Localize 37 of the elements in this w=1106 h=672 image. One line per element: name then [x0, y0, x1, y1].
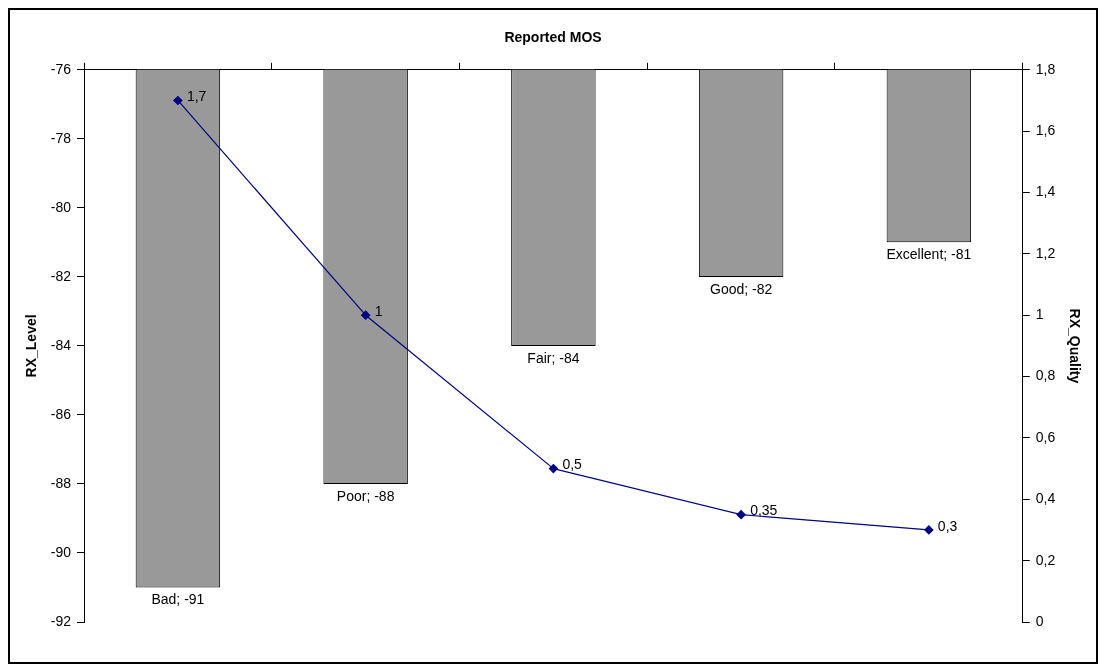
- y2-tick-label: 1,8: [1035, 60, 1056, 77]
- y2-axis-title: RX_Quality: [1066, 308, 1083, 384]
- y2-tick-label: 1: [1035, 306, 1044, 323]
- point: [173, 95, 183, 106]
- point: [361, 310, 371, 320]
- data-label: Excellent; -81: [886, 246, 972, 263]
- data-label: 0,3: [937, 517, 958, 534]
- chart-title: Reported MOS: [504, 29, 602, 46]
- y2-tick-label: 0,2: [1035, 551, 1056, 568]
- data-label: Bad; -91: [151, 591, 205, 608]
- data-label: Good; -82: [709, 280, 773, 297]
- y2-tick-label: 1,4: [1035, 183, 1056, 200]
- data-label: 0,35: [750, 502, 778, 519]
- data-label: 0,5: [562, 456, 583, 473]
- y2-tick-label: 0,6: [1035, 428, 1056, 445]
- y-tick-label: -88: [50, 474, 72, 491]
- y2-tick-label: 0: [1035, 612, 1044, 629]
- point: [924, 525, 934, 535]
- data-label: Fair; -84: [527, 349, 580, 366]
- y2-tick-label: 0,8: [1035, 367, 1056, 384]
- y-tick-label: -78: [50, 129, 72, 146]
- y2-tick-label: 0,4: [1035, 490, 1056, 507]
- y-tick-label: -86: [50, 405, 72, 422]
- y2-tick-label: 1,6: [1035, 122, 1056, 139]
- y-tick-label: -92: [50, 612, 72, 629]
- data-label: 1: [374, 303, 383, 320]
- data-label: 1,7: [186, 88, 207, 105]
- y-tick-label: -82: [50, 267, 72, 284]
- y-tick-label: -76: [50, 60, 72, 77]
- data-label: Poor; -88: [336, 487, 395, 504]
- y2-tick-label: 1,2: [1035, 244, 1056, 261]
- point: [548, 464, 558, 474]
- y-tick-label: -80: [50, 198, 72, 215]
- y-tick-label: -84: [50, 336, 72, 353]
- point: [736, 510, 746, 520]
- y-tick-label: -90: [50, 543, 72, 560]
- y-axis-title: RX_Level: [23, 314, 40, 378]
